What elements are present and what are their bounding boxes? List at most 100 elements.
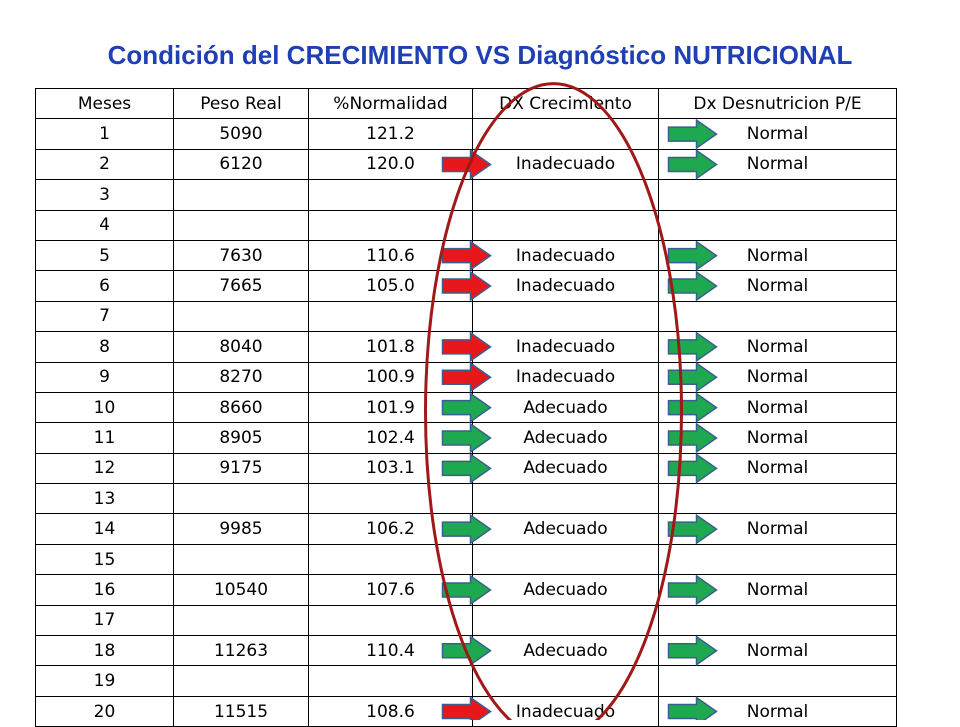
table-row: 20 11515 108.6 Inadecuado Normal bbox=[35, 695, 897, 727]
cell-peso-real bbox=[173, 665, 309, 697]
cell-mes: 13 bbox=[35, 483, 174, 515]
cell-normalidad: 101.8 bbox=[308, 331, 473, 363]
cell-mes: 19 bbox=[35, 665, 174, 697]
cell-dx-crecimiento: Adecuado bbox=[472, 391, 659, 424]
table-row: 2 6120 120.0 Inadecuado Normal bbox=[35, 148, 897, 181]
table-row: 1 5090 121.2 Normal bbox=[35, 118, 897, 150]
cell-peso-real: 8660 bbox=[173, 391, 309, 424]
cell-mes: 6 bbox=[35, 270, 174, 302]
cell-peso-real bbox=[173, 604, 309, 637]
cell-dx-crecimiento bbox=[472, 543, 659, 576]
cell-dx-desnutricion: Normal bbox=[658, 118, 897, 150]
cell-dx-desnutricion bbox=[658, 665, 897, 697]
cell-dx-crecimiento: Adecuado bbox=[472, 452, 659, 485]
cell-dx-desnutricion bbox=[658, 543, 897, 576]
cell-peso-real: 11263 bbox=[173, 635, 309, 667]
growth-table: Meses Peso Real %Normalidad DX Crecimien… bbox=[35, 87, 897, 727]
cell-normalidad: 101.9 bbox=[308, 391, 473, 424]
cell-dx-crecimiento: Inadecuado bbox=[472, 239, 659, 272]
table-row: 8 8040 101.8 Inadecuado Normal bbox=[35, 331, 897, 363]
cell-dx-desnutricion bbox=[658, 209, 897, 241]
cell-normalidad bbox=[308, 665, 473, 697]
cell-dx-crecimiento: Inadecuado bbox=[472, 148, 659, 181]
cell-peso-real: 8040 bbox=[173, 331, 309, 363]
cell-dx-desnutricion: Normal bbox=[658, 391, 897, 424]
cell-mes: 17 bbox=[35, 604, 174, 637]
cell-dx-desnutricion: Normal bbox=[658, 695, 897, 727]
table-row: 17 bbox=[35, 604, 897, 637]
cell-normalidad: 121.2 bbox=[308, 118, 473, 150]
cell-dx-desnutricion bbox=[658, 604, 897, 637]
cell-normalidad: 120.0 bbox=[308, 148, 473, 181]
cell-normalidad bbox=[308, 179, 473, 211]
cell-normalidad: 100.9 bbox=[308, 361, 473, 393]
table-row: 4 bbox=[35, 209, 897, 241]
cell-peso-real bbox=[173, 179, 309, 211]
table-row: 16 10540 107.6 Adecuado Normal bbox=[35, 574, 897, 606]
cell-peso-real bbox=[173, 543, 309, 576]
cell-normalidad: 102.4 bbox=[308, 422, 473, 454]
cell-peso-real: 7665 bbox=[173, 270, 309, 302]
cell-dx-desnutricion bbox=[658, 483, 897, 515]
table-row: 10 8660 101.9 Adecuado Normal bbox=[35, 391, 897, 424]
page-title: Condición del CRECIMIENTO VS Diagnóstico… bbox=[107, 40, 853, 70]
cell-dx-crecimiento bbox=[472, 179, 659, 211]
cell-mes: 1 bbox=[35, 118, 174, 150]
cell-peso-real: 10540 bbox=[173, 574, 309, 606]
cell-mes: 5 bbox=[35, 239, 174, 272]
header-peso-real: Peso Real bbox=[173, 87, 309, 120]
cell-dx-crecimiento bbox=[472, 665, 659, 697]
cell-dx-crecimiento: Inadecuado bbox=[472, 270, 659, 302]
table-row: 9 8270 100.9 Inadecuado Normal bbox=[35, 361, 897, 393]
cell-normalidad bbox=[308, 543, 473, 576]
cell-peso-real bbox=[173, 483, 309, 515]
cell-peso-real: 11515 bbox=[173, 695, 309, 727]
header-normalidad: %Normalidad bbox=[308, 87, 473, 120]
cell-dx-desnutricion bbox=[658, 179, 897, 211]
cell-normalidad bbox=[308, 483, 473, 515]
cell-dx-crecimiento bbox=[472, 300, 659, 333]
table-row: 6 7665 105.0 Inadecuado Normal bbox=[35, 270, 897, 302]
cell-peso-real: 8270 bbox=[173, 361, 309, 393]
cell-mes: 2 bbox=[35, 148, 174, 181]
cell-dx-desnutricion: Normal bbox=[658, 239, 897, 272]
cell-dx-crecimiento: Adecuado bbox=[472, 513, 659, 545]
cell-mes: 18 bbox=[35, 635, 174, 667]
table-row: 15 bbox=[35, 543, 897, 576]
cell-peso-real: 6120 bbox=[173, 148, 309, 181]
cell-peso-real: 8905 bbox=[173, 422, 309, 454]
cell-normalidad bbox=[308, 604, 473, 637]
table-row: 14 9985 106.2 Adecuado Normal bbox=[35, 513, 897, 545]
cell-normalidad: 110.6 bbox=[308, 239, 473, 272]
cell-dx-desnutricion: Normal bbox=[658, 513, 897, 545]
cell-peso-real bbox=[173, 209, 309, 241]
table-row: 12 9175 103.1 Adecuado Normal bbox=[35, 452, 897, 485]
cell-mes: 16 bbox=[35, 574, 174, 606]
cell-dx-crecimiento bbox=[472, 209, 659, 241]
cell-mes: 20 bbox=[35, 695, 174, 727]
cell-dx-crecimiento: Inadecuado bbox=[472, 361, 659, 393]
table-body: 1 5090 121.2 Normal 2 6120 120.0 Inadecuado Norm… bbox=[35, 118, 897, 727]
cell-normalidad: 106.2 bbox=[308, 513, 473, 545]
cell-mes: 7 bbox=[35, 300, 174, 333]
cell-dx-crecimiento bbox=[472, 118, 659, 150]
cell-mes: 3 bbox=[35, 179, 174, 211]
cell-dx-crecimiento: Adecuado bbox=[472, 422, 659, 454]
table-row: 5 7630 110.6 Inadecuado Normal bbox=[35, 239, 897, 272]
cell-dx-desnutricion: Normal bbox=[658, 331, 897, 363]
cell-mes: 4 bbox=[35, 209, 174, 241]
cell-peso-real bbox=[173, 300, 309, 333]
table-row: 18 11263 110.4 Adecuado Normal bbox=[35, 635, 897, 667]
cell-peso-real: 7630 bbox=[173, 239, 309, 272]
cell-dx-crecimiento bbox=[472, 604, 659, 637]
cell-mes: 12 bbox=[35, 452, 174, 485]
cell-mes: 11 bbox=[35, 422, 174, 454]
cell-dx-desnutricion: Normal bbox=[658, 270, 897, 302]
cell-dx-crecimiento: Adecuado bbox=[472, 635, 659, 667]
cell-normalidad: 103.1 bbox=[308, 452, 473, 485]
cell-dx-crecimiento: Inadecuado bbox=[472, 695, 659, 727]
table-row: 3 bbox=[35, 179, 897, 211]
cell-dx-desnutricion: Normal bbox=[658, 452, 897, 485]
table-row: 7 bbox=[35, 300, 897, 333]
cell-normalidad: 110.4 bbox=[308, 635, 473, 667]
